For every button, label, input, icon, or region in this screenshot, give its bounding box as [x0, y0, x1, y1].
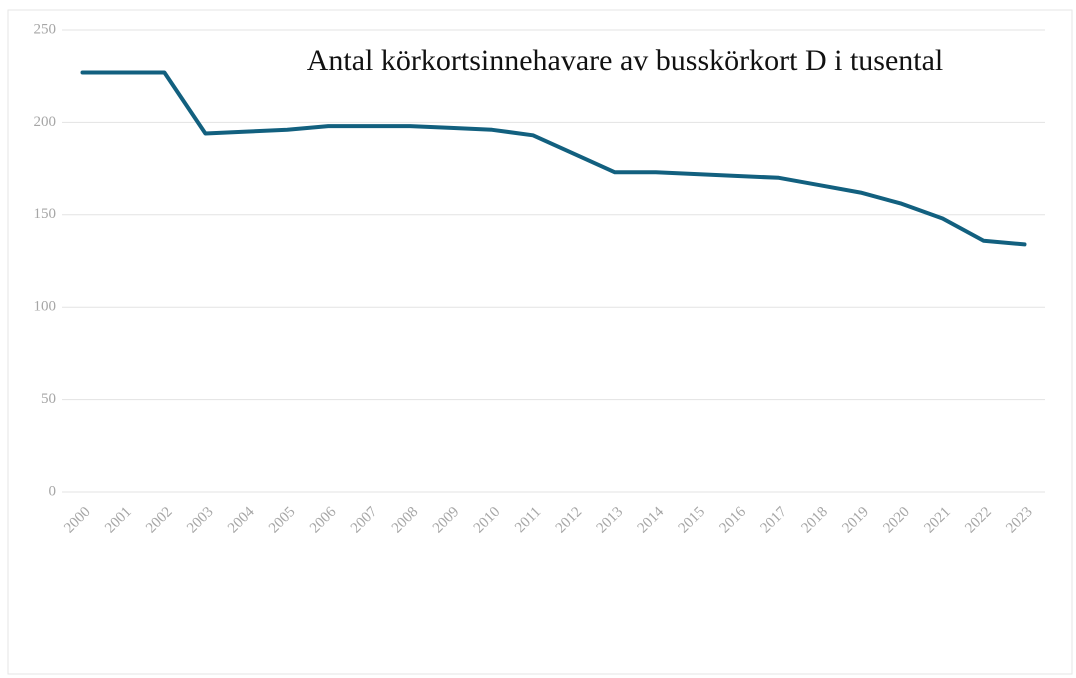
- x-tick-label: 2018: [798, 504, 831, 537]
- chart-frame: [7, 9, 1073, 675]
- x-tick-label: 2001: [102, 504, 135, 537]
- x-tick-label: 2016: [717, 504, 750, 537]
- x-tick-label: 2023: [1003, 504, 1036, 537]
- x-tick-label: 2021: [921, 504, 954, 537]
- x-tick-label: 2009: [430, 504, 463, 537]
- x-tick-label: 2019: [839, 504, 872, 537]
- y-tick-label: 200: [34, 114, 57, 130]
- x-tick-label: 2017: [758, 504, 791, 537]
- x-tick-label: 2014: [635, 504, 668, 537]
- x-tick-label: 2013: [594, 504, 627, 537]
- y-tick-label: 50: [41, 391, 56, 407]
- x-tick-label: 2015: [676, 504, 709, 537]
- x-tick-label: 2020: [880, 504, 913, 537]
- x-tick-label: 2022: [962, 504, 995, 537]
- x-tick-label: 2006: [307, 504, 340, 537]
- x-tick-label: 2000: [61, 504, 94, 537]
- y-tick-label: 100: [34, 299, 57, 315]
- data-line: [80, 70, 1027, 247]
- x-tick-label: 2010: [471, 504, 504, 537]
- x-tick-label: 2003: [184, 504, 217, 537]
- y-tick-label: 150: [34, 206, 57, 222]
- x-tick-label: 2012: [553, 504, 586, 537]
- x-tick-label: 2008: [389, 504, 422, 537]
- x-tick-label: 2007: [348, 504, 381, 537]
- x-tick-label: 2005: [266, 504, 299, 537]
- chart-title: Antal körkortsinnehavare av busskörkort …: [307, 44, 944, 77]
- x-tick-label: 2011: [512, 504, 544, 536]
- x-tick-label: 2004: [225, 504, 258, 537]
- x-tick-label: 2002: [143, 504, 176, 537]
- y-tick-label: 0: [49, 483, 57, 499]
- y-tick-label: 250: [34, 21, 57, 37]
